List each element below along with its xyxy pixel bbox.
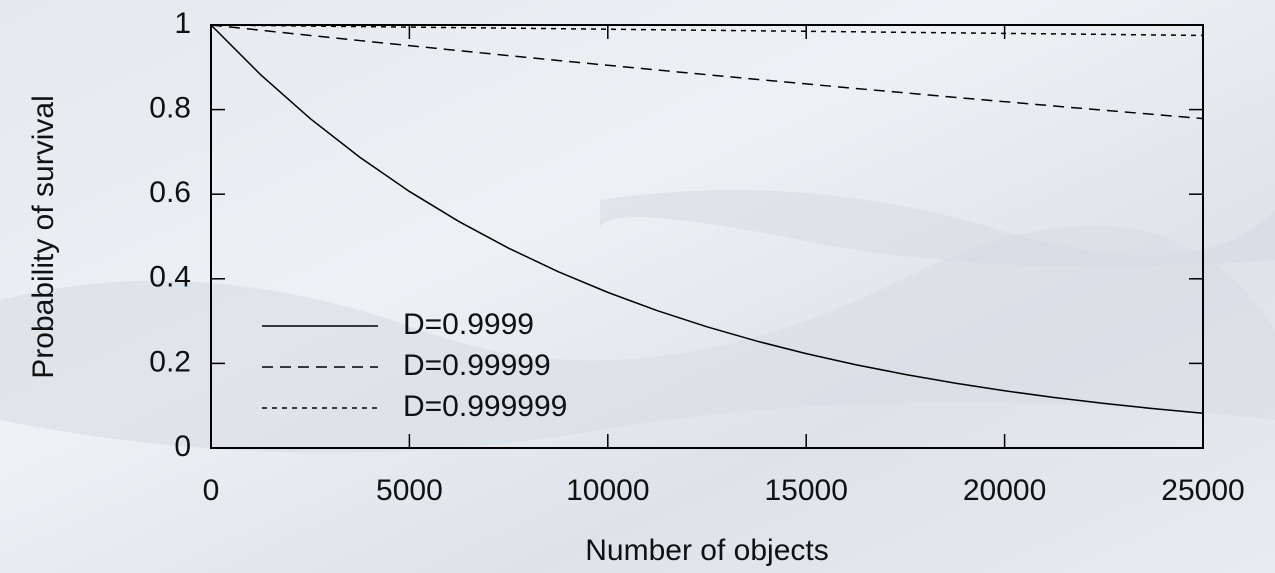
y-tick-label: 0.8 bbox=[149, 92, 191, 125]
chart: Number of objects Probability of surviva… bbox=[0, 0, 1275, 573]
x-tick-label: 15000 bbox=[764, 474, 847, 507]
y-tick-label: 0.2 bbox=[149, 345, 191, 378]
legend-label: D=0.999999 bbox=[403, 390, 567, 423]
x-tick-label: 20000 bbox=[963, 474, 1046, 507]
y-tick-label: 1 bbox=[174, 7, 191, 40]
y-tick-label: 0.6 bbox=[149, 176, 191, 209]
x-axis-label: Number of objects bbox=[585, 534, 828, 567]
legend-label: D=0.99999 bbox=[403, 349, 551, 382]
x-tick-label: 10000 bbox=[566, 474, 649, 507]
x-tick-label: 5000 bbox=[376, 474, 443, 507]
y-tick-label: 0 bbox=[174, 430, 191, 463]
y-tick-label: 0.4 bbox=[149, 261, 191, 294]
x-tick-label: 25000 bbox=[1161, 474, 1244, 507]
y-axis-label: Probability of survival bbox=[27, 95, 60, 378]
x-tick-label: 0 bbox=[203, 474, 220, 507]
legend-label: D=0.9999 bbox=[403, 308, 534, 341]
